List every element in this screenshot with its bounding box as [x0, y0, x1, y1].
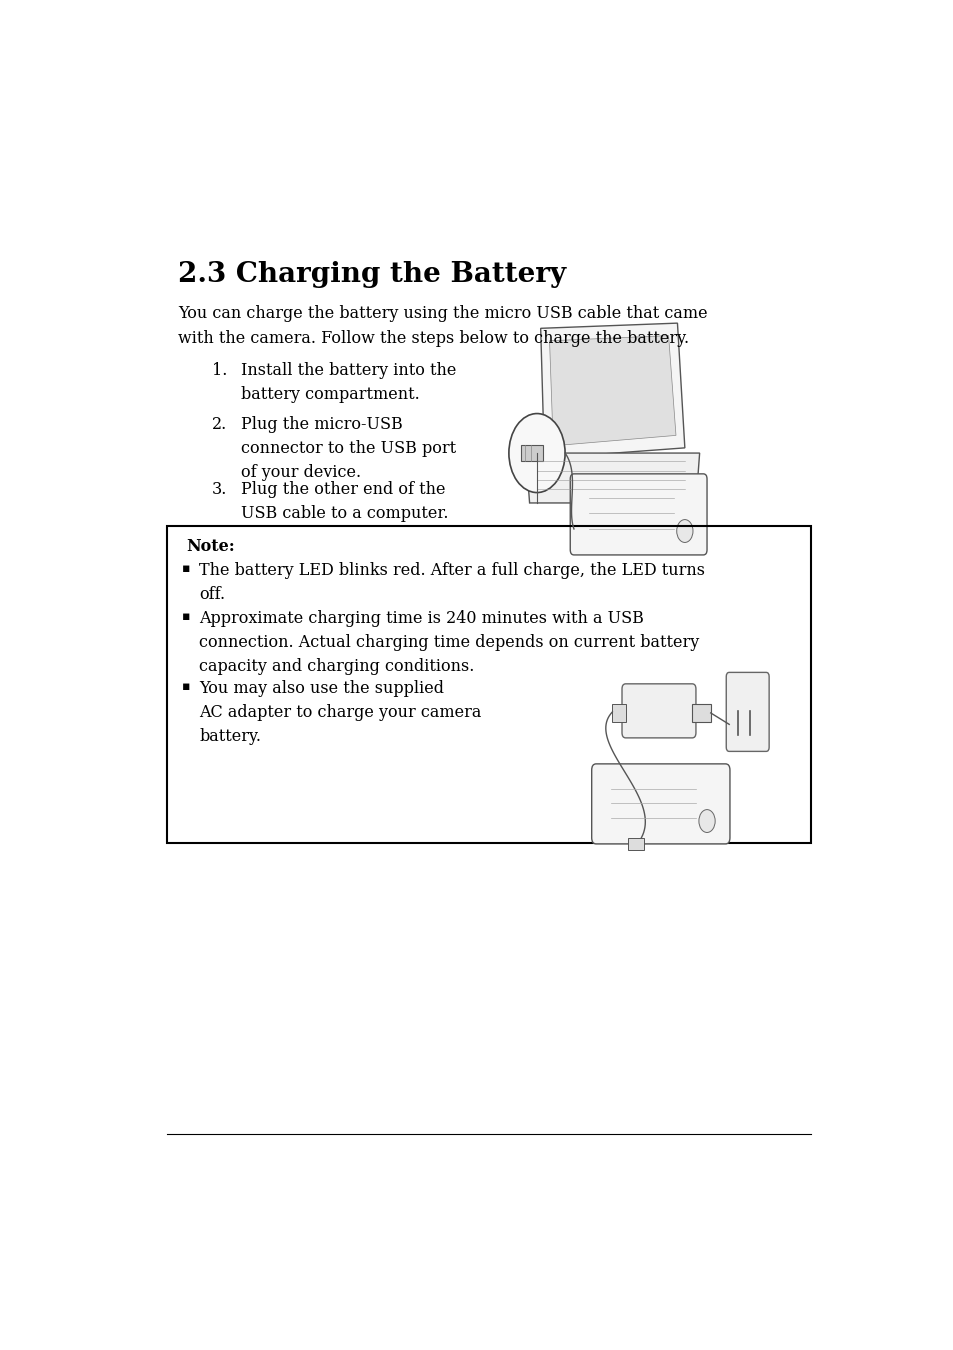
Bar	[692, 703, 710, 722]
Bar	[520, 444, 542, 462]
Circle shape	[699, 810, 715, 833]
Bar	[627, 837, 643, 850]
Text: Approximate charging time is 240 minutes with a USB
connection. Actual charging : Approximate charging time is 240 minutes…	[199, 610, 699, 675]
Text: Plug the micro-USB
connector to the USB port
of your device.: Plug the micro-USB connector to the USB …	[241, 416, 456, 481]
FancyBboxPatch shape	[570, 474, 706, 555]
Text: Note:: Note:	[186, 539, 234, 555]
Text: 2.3 Charging the Battery: 2.3 Charging the Battery	[178, 261, 566, 288]
Polygon shape	[540, 323, 684, 458]
Polygon shape	[549, 336, 676, 446]
FancyBboxPatch shape	[591, 764, 729, 844]
Text: ▪: ▪	[182, 610, 191, 622]
Text: 2.: 2.	[212, 416, 227, 432]
Bar	[612, 703, 625, 722]
Text: Plug the other end of the
USB cable to a computer.: Plug the other end of the USB cable to a…	[241, 481, 448, 522]
Text: 3.: 3.	[212, 481, 227, 498]
Bar	[580, 478, 621, 497]
Text: The battery LED blinks red. After a full charge, the LED turns
off.: The battery LED blinks red. After a full…	[199, 562, 704, 603]
Bar	[167, 526, 810, 842]
Circle shape	[508, 413, 564, 493]
Circle shape	[676, 520, 692, 543]
Text: You may also use the supplied
AC adapter to charge your camera
battery.: You may also use the supplied AC adapter…	[199, 679, 481, 745]
Text: You can charge the battery using the micro USB cable that came
with the camera. : You can charge the battery using the mic…	[178, 305, 707, 347]
Polygon shape	[525, 454, 699, 504]
Text: Install the battery into the
battery compartment.: Install the battery into the battery com…	[241, 362, 456, 402]
Text: 1.: 1.	[212, 362, 227, 378]
Text: ▪: ▪	[182, 679, 191, 693]
FancyBboxPatch shape	[621, 684, 696, 738]
Text: ▪: ▪	[182, 562, 191, 575]
FancyBboxPatch shape	[725, 672, 768, 752]
